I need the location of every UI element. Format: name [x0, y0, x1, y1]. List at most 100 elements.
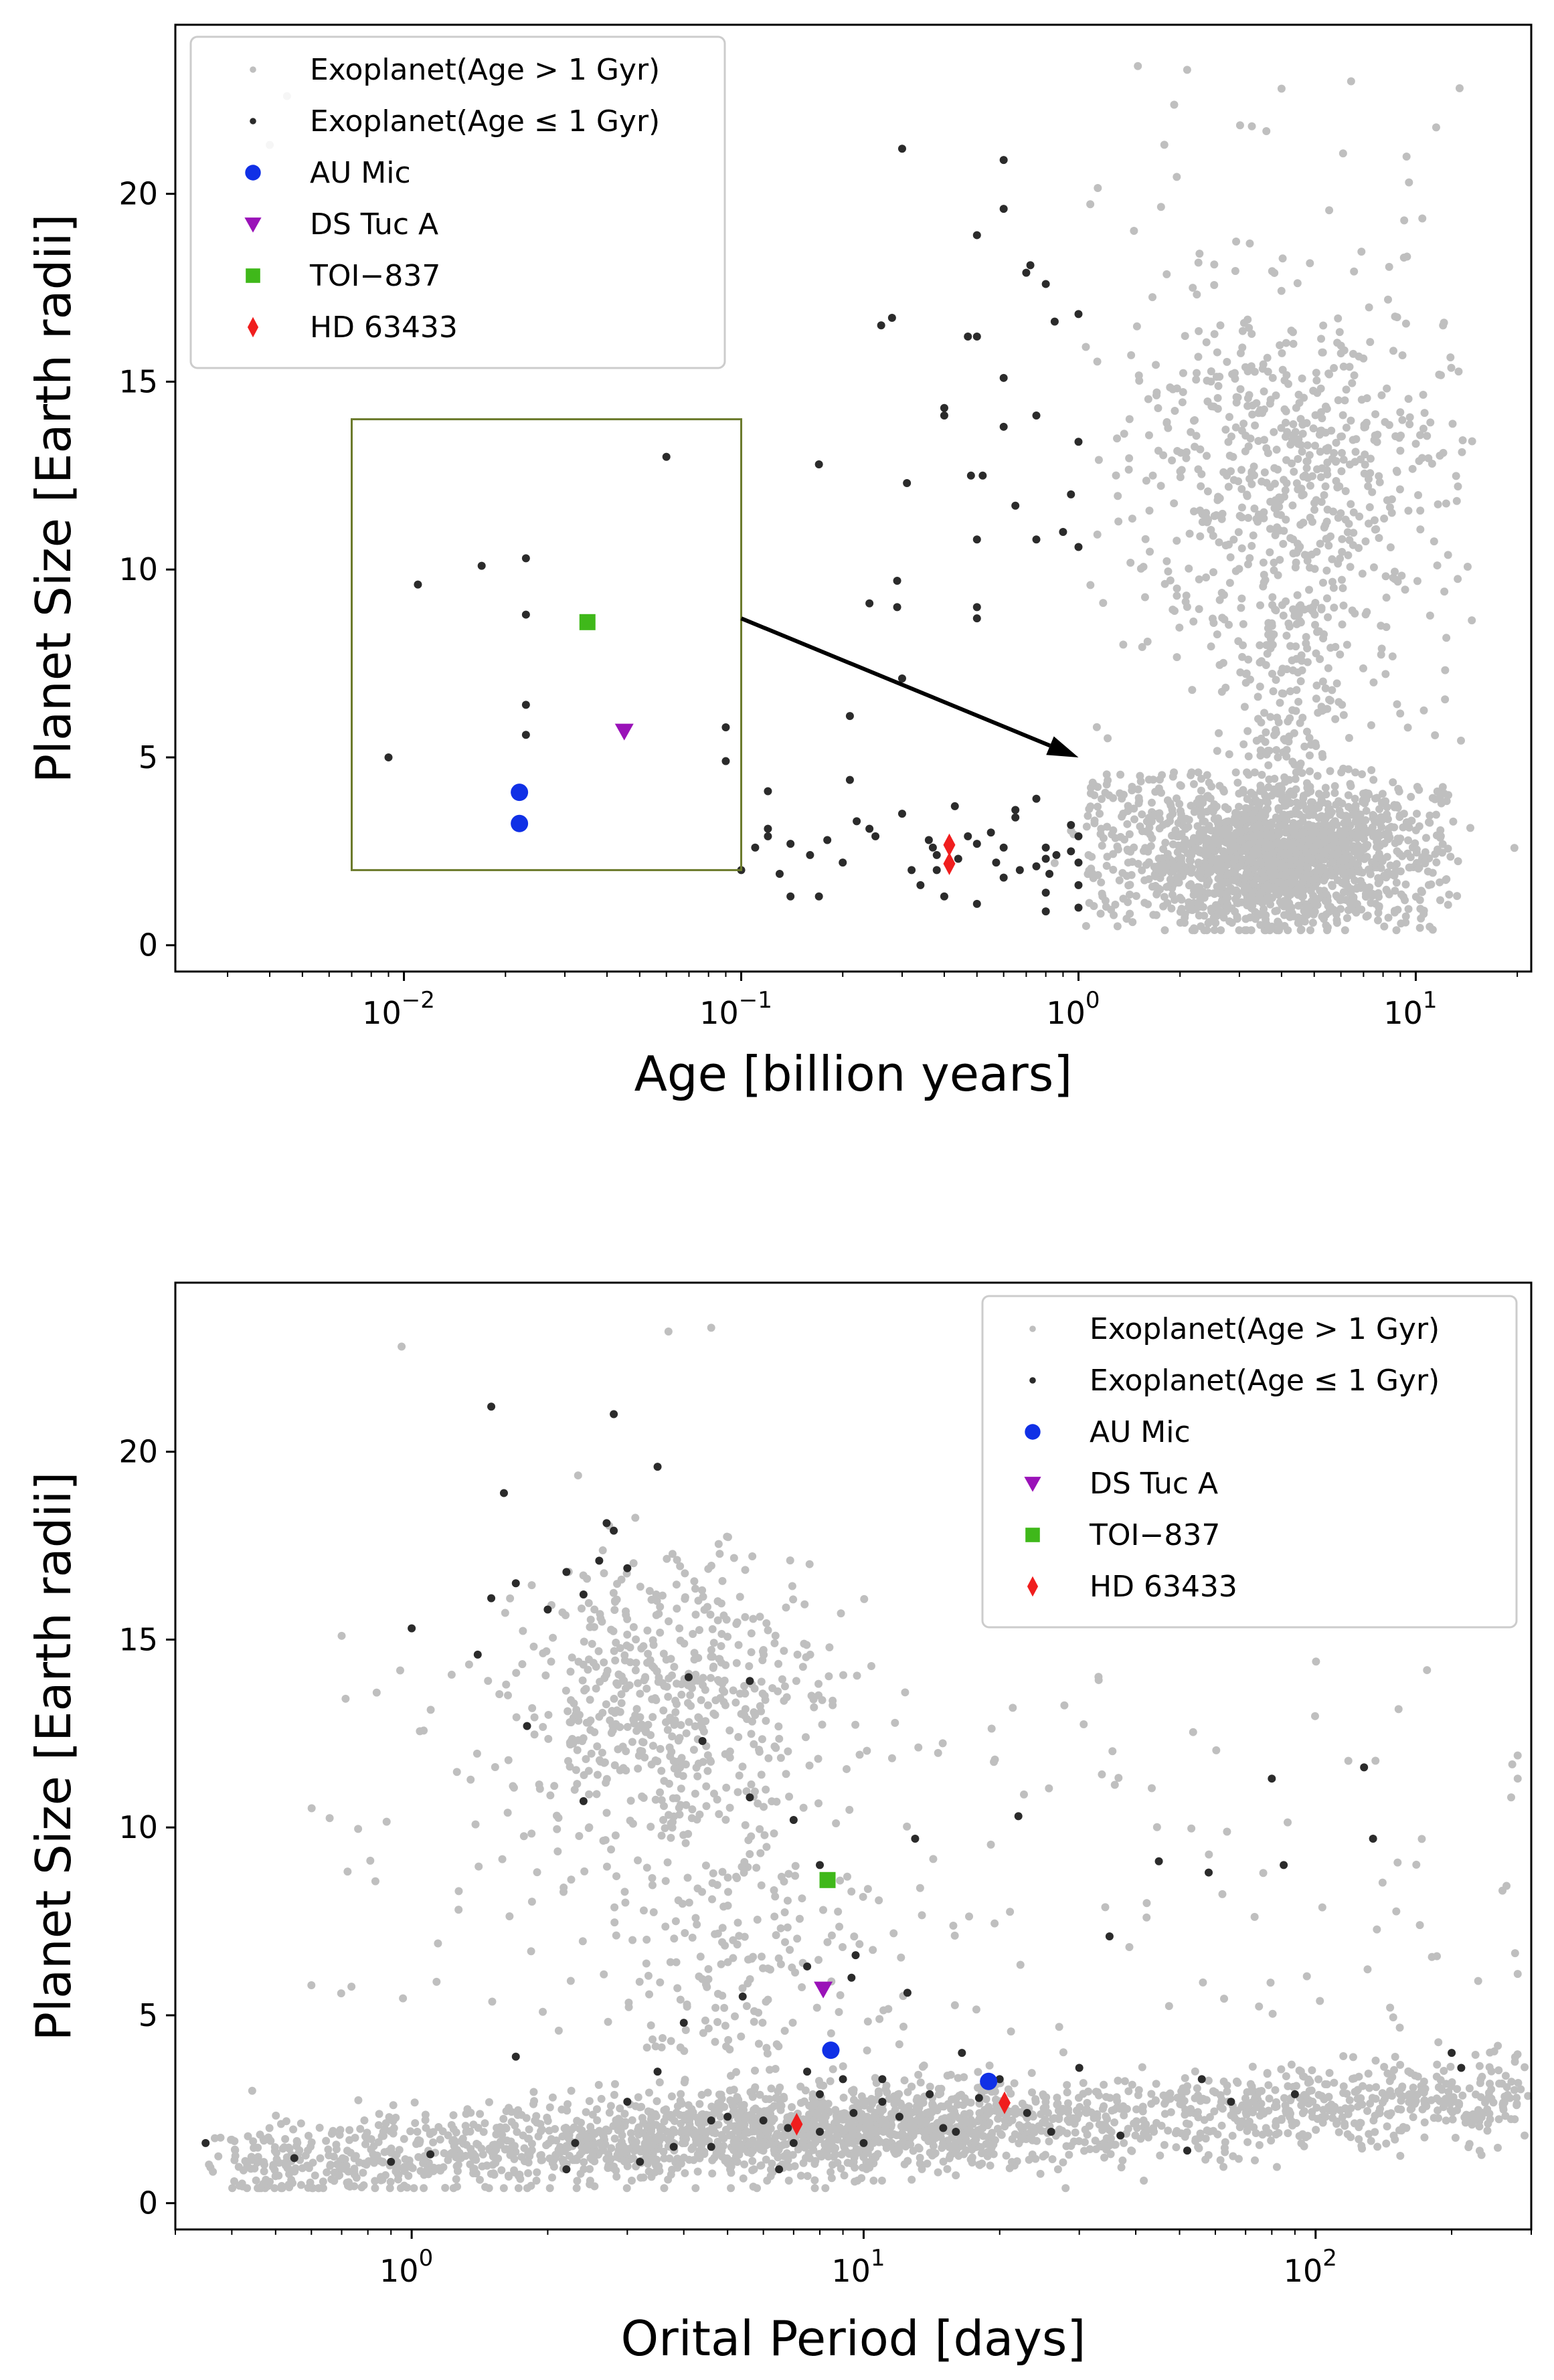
old-exoplanet-point	[1274, 2128, 1283, 2137]
old-exoplanet-point	[1098, 795, 1106, 804]
old-exoplanet-point	[1383, 815, 1392, 824]
old-exoplanet-point	[1316, 448, 1324, 456]
old-exoplanet-point	[434, 2164, 443, 2173]
old-exoplanet-point	[371, 2184, 379, 2193]
old-exoplanet-point	[1357, 877, 1365, 885]
old-exoplanet-point	[1325, 695, 1334, 704]
old-exoplanet-point	[1111, 834, 1120, 842]
old-exoplanet-point	[1150, 862, 1158, 871]
old-exoplanet-point	[1007, 2090, 1015, 2098]
old-exoplanet-point	[1436, 896, 1444, 905]
old-exoplanet-point	[776, 2142, 785, 2150]
old-exoplanet-point	[1391, 887, 1399, 895]
old-exoplanet-point	[345, 2126, 354, 2134]
old-exoplanet-point	[1041, 2118, 1049, 2127]
old-exoplanet-point	[1444, 844, 1452, 853]
old-exoplanet-point	[1237, 847, 1246, 856]
old-exoplanet-point	[510, 2168, 519, 2177]
old-exoplanet-point	[1273, 713, 1282, 722]
old-exoplanet-point	[253, 2158, 262, 2167]
old-exoplanet-point	[1160, 893, 1169, 901]
old-exoplanet-point	[1193, 2110, 1201, 2118]
old-exoplanet-point	[1328, 881, 1336, 889]
young-exoplanet-point	[1011, 813, 1020, 822]
old-exoplanet-point	[1098, 892, 1107, 901]
old-exoplanet-point	[1184, 839, 1193, 848]
young-exoplanet-point	[972, 603, 981, 612]
old-exoplanet-point	[1367, 765, 1376, 774]
old-exoplanet-point	[1253, 822, 1262, 830]
old-exoplanet-point	[1369, 810, 1377, 819]
old-exoplanet-point	[1276, 699, 1284, 707]
old-exoplanet-point	[1239, 620, 1247, 628]
old-exoplanet-point	[350, 2171, 359, 2179]
old-exoplanet-point	[1383, 496, 1391, 505]
old-exoplanet-point	[1300, 917, 1309, 926]
old-exoplanet-point	[1201, 2134, 1210, 2143]
old-exoplanet-point	[1389, 778, 1397, 787]
old-exoplanet-point	[1451, 2134, 1460, 2142]
old-exoplanet-point	[1169, 772, 1177, 781]
old-exoplanet-point	[533, 2168, 541, 2177]
old-exoplanet-point	[1344, 2110, 1353, 2118]
old-exoplanet-point	[1267, 2136, 1276, 2145]
old-exoplanet-point	[1415, 923, 1424, 932]
old-exoplanet-point	[1305, 604, 1314, 613]
old-exoplanet-point	[1173, 848, 1182, 856]
young-exoplanet-point	[966, 471, 975, 480]
old-exoplanet-point	[360, 2116, 369, 2125]
old-exoplanet-point	[1233, 899, 1241, 907]
old-exoplanet-point	[1114, 845, 1122, 854]
old-exoplanet-point	[1324, 901, 1332, 910]
old-exoplanet-point	[1339, 601, 1348, 610]
old-exoplanet-point	[1323, 923, 1332, 931]
old-exoplanet-point	[1289, 912, 1298, 921]
old-exoplanet-point	[1048, 2155, 1057, 2164]
old-exoplanet-point	[1117, 2163, 1126, 2172]
old-exoplanet-point	[1409, 2113, 1417, 2122]
old-exoplanet-point	[1147, 2100, 1156, 2108]
old-exoplanet-point	[1279, 539, 1288, 548]
old-exoplanet-point	[1426, 818, 1434, 827]
young-exoplanet-point	[853, 817, 861, 826]
old-exoplanet-point	[1513, 2050, 1522, 2059]
age-legend-label-dstuc: DS Tuc A	[310, 207, 438, 242]
young-exoplanet-point	[1074, 881, 1083, 889]
old-exoplanet-point	[1187, 868, 1195, 877]
old-exoplanet-point	[1314, 804, 1323, 812]
old-exoplanet-point	[1436, 2097, 1444, 2106]
young-exoplanet-point	[845, 775, 854, 784]
old-exoplanet-point	[1375, 877, 1384, 886]
old-exoplanet-point	[1303, 644, 1312, 652]
old-exoplanet-point	[1177, 905, 1186, 913]
old-exoplanet-point	[1194, 768, 1203, 777]
old-exoplanet-point	[1213, 393, 1222, 402]
old-exoplanet-point	[1152, 890, 1161, 899]
young-exoplanet-point	[1041, 907, 1050, 916]
old-exoplanet-point	[1116, 770, 1125, 779]
old-exoplanet-point	[1282, 479, 1291, 488]
old-exoplanet-point	[708, 2156, 717, 2165]
old-exoplanet-point	[1336, 509, 1345, 518]
old-exoplanet-point	[1136, 822, 1144, 831]
young-exoplanet-point	[721, 757, 730, 765]
old-exoplanet-point	[1231, 267, 1239, 276]
old-exoplanet-point	[1203, 397, 1212, 406]
old-exoplanet-point	[1312, 465, 1321, 474]
old-exoplanet-point	[1203, 2126, 1211, 2134]
old-exoplanet-point	[1419, 424, 1428, 433]
old-exoplanet-point	[475, 2175, 484, 2184]
old-exoplanet-point	[1327, 426, 1336, 435]
old-exoplanet-point	[1453, 892, 1462, 901]
old-exoplanet-point	[1259, 788, 1268, 796]
old-exoplanet-point	[1341, 2122, 1349, 2130]
old-exoplanet-point	[1344, 791, 1353, 800]
old-exoplanet-point	[1207, 525, 1215, 534]
old-exoplanet-point	[1156, 814, 1164, 823]
old-exoplanet-point	[1271, 497, 1280, 506]
old-exoplanet-point	[1352, 908, 1361, 917]
old-exoplanet-point	[1264, 367, 1272, 376]
old-exoplanet-point	[1182, 454, 1191, 462]
old-exoplanet-point	[1276, 782, 1285, 790]
old-exoplanet-point	[1361, 893, 1370, 901]
